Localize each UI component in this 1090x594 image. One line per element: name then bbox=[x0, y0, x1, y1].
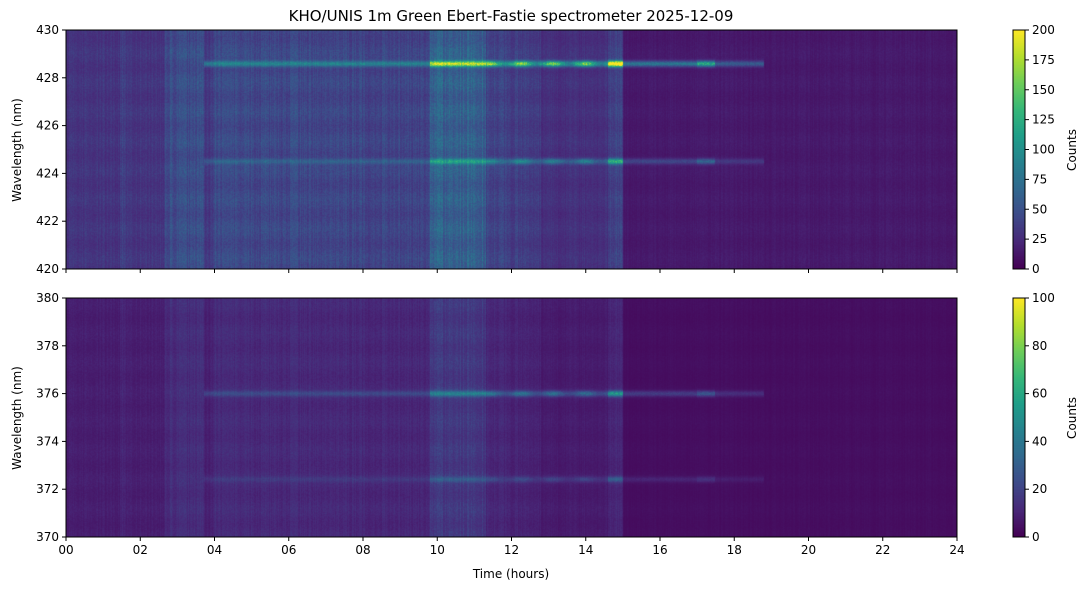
colorbar-gradient-bottom bbox=[1013, 298, 1025, 537]
colorbar-ticks-bottom: 0 20 40 60 80 100 bbox=[1025, 291, 1055, 544]
colorbar-tick-label: 50 bbox=[1032, 202, 1047, 216]
colorbar-tick-label: 40 bbox=[1032, 434, 1047, 448]
y-tick-label: 424 bbox=[36, 166, 59, 180]
y-tick-label: 426 bbox=[36, 119, 59, 133]
y-tick-label: 380 bbox=[36, 291, 59, 305]
x-tick-label: 12 bbox=[504, 543, 519, 557]
colorbar-tick-label: 75 bbox=[1032, 172, 1047, 186]
y-tick-label: 372 bbox=[36, 482, 59, 496]
x-tick-label: 14 bbox=[578, 543, 593, 557]
y-tick-label: 420 bbox=[36, 262, 59, 276]
chart-title: KHO/UNIS 1m Green Ebert-Fastie spectrome… bbox=[289, 7, 734, 25]
x-tick-label: 10 bbox=[430, 543, 445, 557]
y-tick-label: 430 bbox=[36, 23, 59, 37]
x-axis-label: Time (hours) bbox=[472, 567, 549, 581]
x-tick-label: 18 bbox=[727, 543, 742, 557]
colorbar-tick-label: 20 bbox=[1032, 482, 1047, 496]
colorbar-label-bottom: Counts bbox=[1065, 397, 1079, 439]
y-tick-label: 378 bbox=[36, 339, 59, 353]
x-tick-label: 06 bbox=[281, 543, 296, 557]
y-tick-label: 370 bbox=[36, 530, 59, 544]
colorbar-gradient-top bbox=[1013, 30, 1025, 269]
colorbar-tick-label: 100 bbox=[1032, 143, 1055, 157]
colorbar-tick-label: 200 bbox=[1032, 23, 1055, 37]
colorbar-tick-label: 175 bbox=[1032, 53, 1055, 67]
colorbar-tick-label: 100 bbox=[1032, 291, 1055, 305]
x-tick-label: 20 bbox=[801, 543, 816, 557]
y-axis-label-bottom: Wavelength (nm) bbox=[10, 366, 24, 470]
colorbar-tick-label: 0 bbox=[1032, 530, 1040, 544]
x-tick-label: 02 bbox=[133, 543, 148, 557]
y-tick-label: 428 bbox=[36, 71, 59, 85]
x-tick-label: 24 bbox=[949, 543, 964, 557]
colorbar-top: 0 25 50 75 100 125 150 175 200 Counts bbox=[1012, 23, 1079, 276]
x-tick-label: 22 bbox=[875, 543, 890, 557]
y-tick-label: 376 bbox=[36, 387, 59, 401]
y-axis-label-top: Wavelength (nm) bbox=[10, 98, 24, 202]
x-tick-label: 08 bbox=[355, 543, 370, 557]
panel-top: 420 422 424 426 428 430 Wavelength (nm) bbox=[10, 23, 958, 276]
colorbar-frame-bottom bbox=[1012, 297, 1026, 538]
panel-bottom: 370 372 374 376 378 380 00 02 04 06 08 10 12 14 16 18 2… bbox=[10, 291, 965, 581]
heatmap-top bbox=[66, 30, 957, 269]
colorbar-tick-label: 80 bbox=[1032, 339, 1047, 353]
y-ticks-top: 420 422 424 426 428 430 bbox=[36, 23, 66, 276]
x-tick-label: 00 bbox=[58, 543, 73, 557]
y-ticks-bottom: 370 372 374 376 378 380 bbox=[36, 291, 66, 544]
colorbar-tick-label: 60 bbox=[1032, 387, 1047, 401]
colorbar-label-top: Counts bbox=[1065, 129, 1079, 171]
heatmap-bottom bbox=[66, 298, 957, 537]
colorbar-tick-label: 25 bbox=[1032, 232, 1047, 246]
colorbar-tick-label: 125 bbox=[1032, 113, 1055, 127]
x-tick-label: 16 bbox=[652, 543, 667, 557]
y-tick-label: 422 bbox=[36, 214, 59, 228]
colorbar-ticks-top: 0 25 50 75 100 125 150 175 200 bbox=[1025, 23, 1055, 276]
x-ticks-top bbox=[65, 269, 958, 273]
y-tick-label: 374 bbox=[36, 434, 59, 448]
x-tick-label: 04 bbox=[207, 543, 222, 557]
colorbar-tick-label: 150 bbox=[1032, 83, 1055, 97]
colorbar-tick-label: 0 bbox=[1032, 262, 1040, 276]
colorbar-bottom: 0 20 40 60 80 100 Counts bbox=[1012, 291, 1079, 544]
x-ticks-bottom: 00 02 04 06 08 10 12 14 16 18 20 22 24 bbox=[58, 537, 965, 557]
